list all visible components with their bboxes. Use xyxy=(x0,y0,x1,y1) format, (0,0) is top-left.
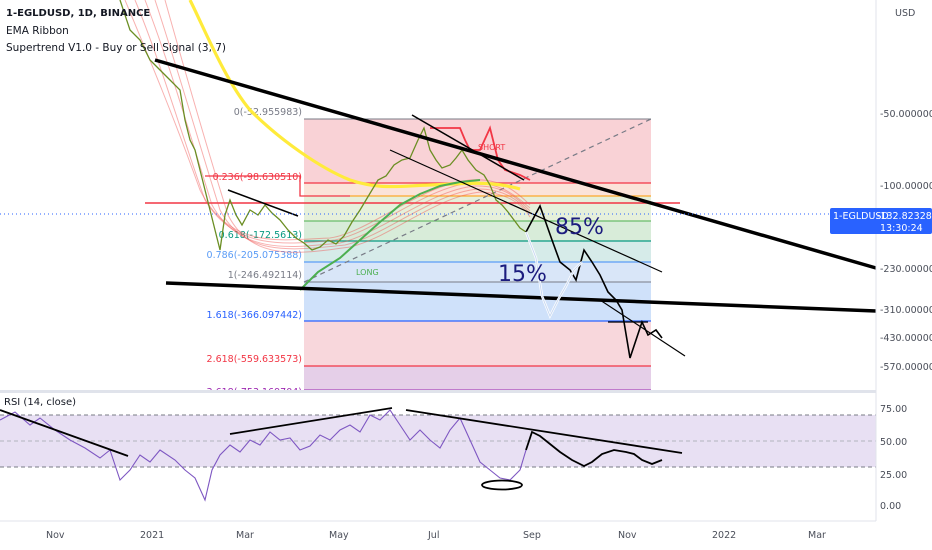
current-price-countdown: 13:30:24 xyxy=(880,223,923,234)
fib-label-0236: 0.236(-98.630510) xyxy=(213,172,302,183)
fib-zones xyxy=(304,119,651,390)
price-tick-4: -310.000000 xyxy=(880,305,932,316)
time-tick-nov-2021: Nov xyxy=(618,530,637,541)
currency-label: USD xyxy=(895,8,915,19)
time-axis[interactable]: Nov 2021 Mar May Jul Sep Nov 2022 Mar xyxy=(0,520,932,550)
price-tick-6: -570.000000 xyxy=(880,362,932,373)
pct-15-label: 15% xyxy=(498,262,547,287)
current-price-symbol: 1-EGLDUSD xyxy=(833,211,889,222)
pct-85-label: 85% xyxy=(555,215,604,240)
rsi-line xyxy=(0,409,527,502)
time-tick-mar: Mar xyxy=(236,530,254,541)
fib-label-0786: 0.786(-205.075388) xyxy=(207,250,302,261)
rsi-legend[interactable]: RSI (14, close) xyxy=(4,397,77,408)
long-signal-label: LONG xyxy=(356,268,379,277)
trendlines xyxy=(154,58,877,357)
fib-label-0618: 0.618(-172.5613) xyxy=(219,230,302,241)
projection-path-15-outline xyxy=(525,231,583,318)
price-tick-5: -430.000000 xyxy=(880,333,932,344)
ema-ribbon-legend[interactable]: EMA Ribbon xyxy=(6,25,69,37)
time-tick-jul: Jul xyxy=(427,530,439,541)
price-series xyxy=(119,0,527,251)
time-tick-2022: 2022 xyxy=(712,530,736,541)
supertrend-up xyxy=(299,179,481,291)
price-axis[interactable]: USD -50.000000 -100.000000 -230.000000 -… xyxy=(830,0,932,550)
supertrend-down-early xyxy=(205,175,350,197)
current-price-value: -132.823281 xyxy=(877,211,932,222)
short-signal-label: SHORT xyxy=(478,143,505,152)
rsi-projection xyxy=(525,430,663,468)
fib-label-0: 0(-52.955983) xyxy=(234,107,302,118)
price-tick-3: -230.000000 xyxy=(880,264,932,275)
rsi-trendlines xyxy=(0,407,683,491)
rsi-tick-75: 75.00 xyxy=(880,404,907,415)
price-tick-2: -100.000000 xyxy=(880,181,932,192)
fib-label-2618: 2.618(-559.633573) xyxy=(207,354,302,365)
time-tick-mar-2022: Mar xyxy=(808,530,826,541)
supertrend-legend[interactable]: Supertrend V1.0 - Buy or Sell Signal (3,… xyxy=(6,42,227,54)
fib-label-1: 1(-246.492114) xyxy=(228,270,302,281)
pane-separator[interactable] xyxy=(0,390,876,393)
symbol-legend[interactable]: 1-EGLDUSD, 1D, BINANCE xyxy=(6,8,151,19)
time-tick-nov-2020: Nov xyxy=(46,530,65,541)
rsi-tick-25: 25.00 xyxy=(880,470,907,481)
time-tick-may: May xyxy=(329,530,349,541)
projection-path-85 xyxy=(525,204,663,359)
fib-label-1618: 1.618(-366.097442) xyxy=(207,310,302,321)
rsi-tick-0: 0.00 xyxy=(880,501,901,512)
rsi-pane[interactable] xyxy=(0,393,876,521)
time-tick-sep: Sep xyxy=(523,530,541,541)
price-tick-1: -50.000000 xyxy=(880,109,932,120)
rsi-tick-50: 50.00 xyxy=(880,437,907,448)
current-price-tag xyxy=(830,208,932,234)
time-tick-2021: 2021 xyxy=(140,530,164,541)
